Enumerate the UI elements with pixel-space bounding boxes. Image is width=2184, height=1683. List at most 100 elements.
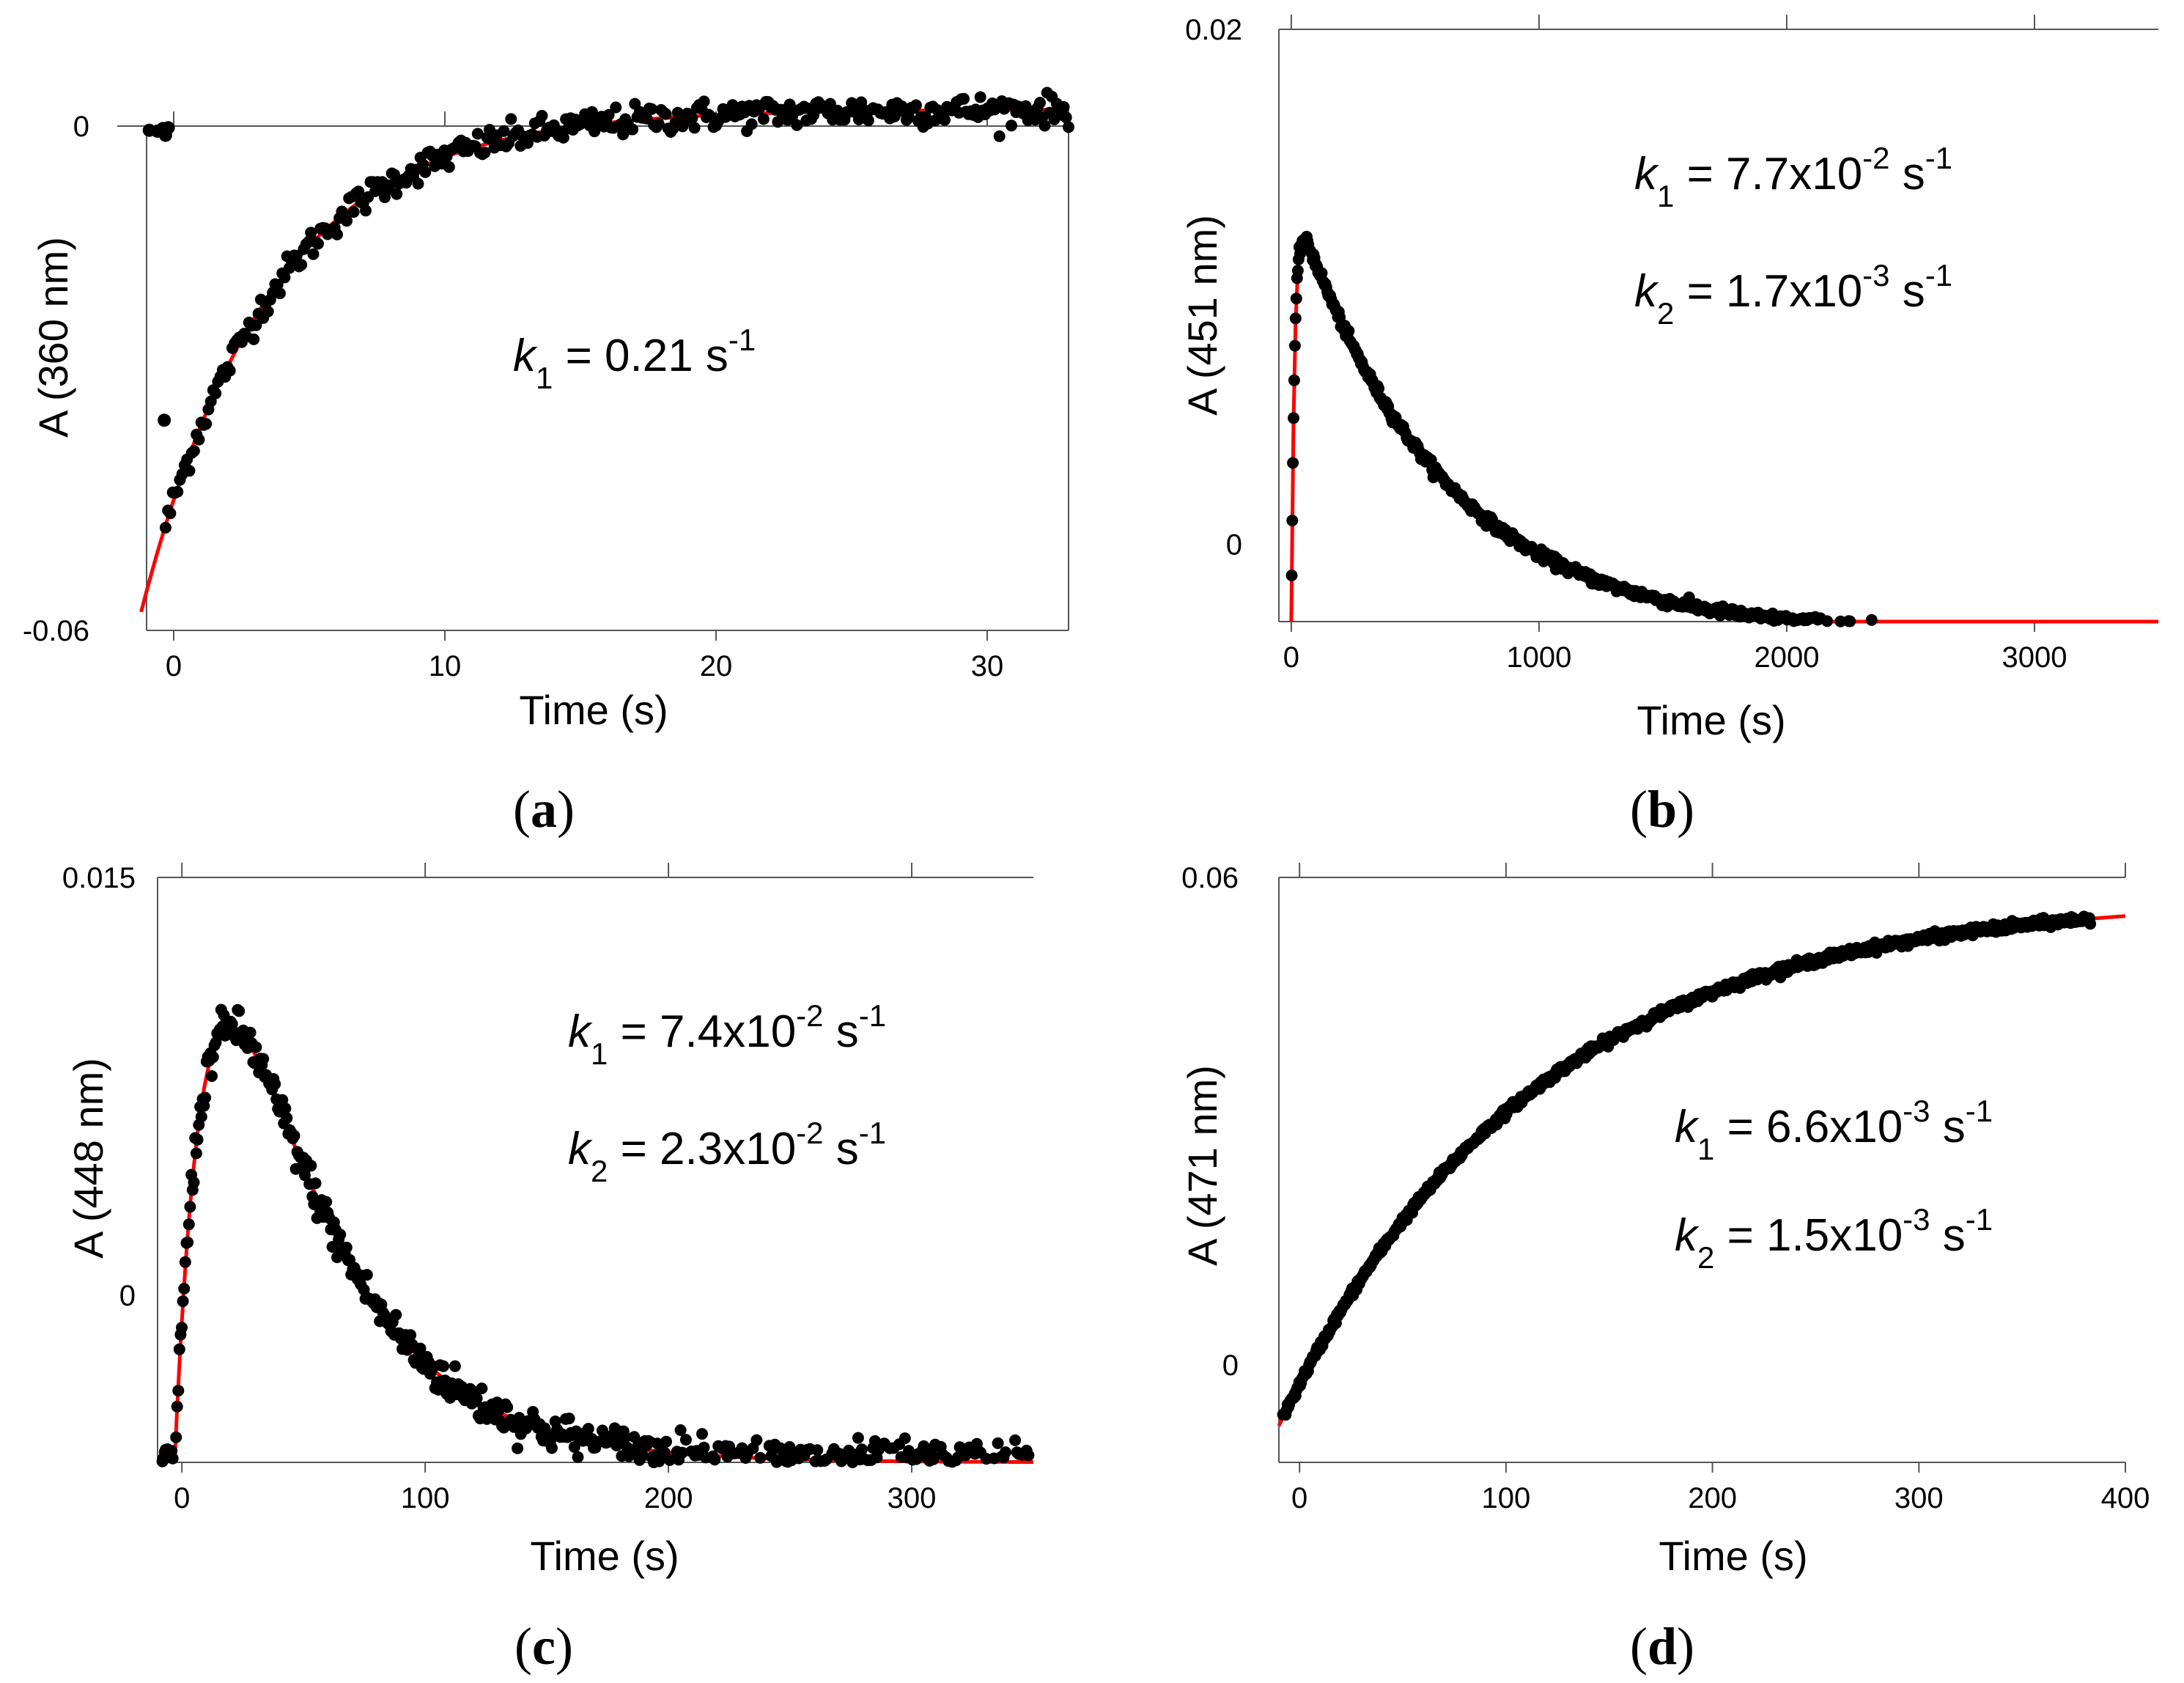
data-point [1294,248,1306,260]
data-point [1821,615,1834,627]
data-point [226,1017,238,1030]
y-tick-label: 0 [73,111,89,143]
data-point [273,287,286,300]
data-point [347,206,360,218]
x-tick-label: 0 [1283,641,1299,674]
data-point [1060,111,1072,124]
data-point [361,1269,373,1281]
y-axis-title: A (471 nm) [1179,1065,1225,1266]
rate-constant-label: k1 = 7.7x10-2 s-1 [1634,141,1952,213]
data-point [546,1442,558,1454]
x-tick-label: 20 [700,650,733,682]
data-points [142,86,1074,534]
panel-label: (c) [514,1617,573,1676]
data-point [164,507,177,520]
data-point [992,1437,1004,1449]
data-point [438,1360,449,1372]
data-point [190,1147,202,1160]
data-point [443,161,455,173]
data-point [563,1413,575,1425]
data-point [1022,1449,1035,1462]
data-point [412,177,424,190]
data-point [193,433,205,446]
data-point [405,1329,417,1341]
data-point [206,1070,218,1082]
data-point [331,228,343,240]
data-points [1277,910,2097,1421]
data-point [572,1451,584,1463]
data-point [170,1431,182,1443]
data-point [358,1284,370,1296]
data-point [250,1041,262,1053]
data-point [257,1053,270,1065]
x-tick-label: 30 [971,650,1004,682]
x-tick-label: 200 [644,1482,693,1514]
data-point [1006,119,1017,132]
data-point [939,114,951,126]
data-point [1058,100,1070,113]
data-point [210,387,222,399]
data-point [686,112,698,125]
data-point [1291,265,1304,277]
data-point [993,130,1006,142]
rate-constant-label: k1 = 6.6x10-3 s-1 [1675,1094,1993,1166]
x-axis-title: Time (s) [1659,1533,1807,1579]
x-tick-label: 0 [1291,1482,1307,1514]
data-point [2084,918,2097,930]
data-points [156,1003,1035,1468]
data-point [224,364,236,377]
data-point [353,185,365,198]
y-axis-title: A (451 nm) [1179,215,1225,416]
data-point [646,103,658,115]
x-tick-label: 100 [401,1482,450,1514]
rate-constant-label: k1 = 0.21 s-1 [513,323,756,395]
data-point [182,1218,195,1231]
data-point [811,1444,824,1456]
data-point [244,1026,257,1039]
y-axis-title: A (360 nm) [30,237,76,438]
data-point [1000,1446,1011,1459]
panel-label: (b) [1630,780,1694,839]
data-point [299,1169,311,1182]
data-point [927,1453,940,1465]
data-point [1038,119,1051,132]
data-point [281,1112,293,1124]
data-point [660,1435,672,1448]
data-point [1288,374,1300,386]
data-point [479,147,491,159]
data-point [652,118,665,130]
data-point [750,1434,763,1446]
x-tick-label: 3000 [2002,641,2067,674]
data-point [341,215,353,227]
data-point [505,113,517,125]
panel-a: 0 10 20 30 0 -0.06 Time (s) A (360 nm) k1 = 0.21… [23,86,1074,839]
data-point [899,1432,911,1445]
data-point [1844,615,1856,627]
data-point [179,1256,191,1268]
data-point [958,92,970,105]
data-point [754,1451,767,1464]
data-point [568,1441,580,1453]
data-point [159,521,171,534]
data-point [745,118,758,130]
data-point [279,1102,292,1115]
data-point [679,1434,692,1446]
data-point [188,445,200,457]
y-tick-label: 0.02 [1185,14,1242,46]
data-point [176,1322,188,1334]
data-points [1285,230,1878,627]
data-point [1865,614,1878,626]
x-tick-label: 200 [1688,1482,1737,1514]
data-point [340,1241,353,1253]
x-tick-label: 300 [888,1482,937,1514]
x-tick-label: 300 [1895,1482,1944,1514]
y-tick-label: 0 [119,1280,136,1312]
data-point [248,333,260,345]
fit-curve [172,1024,1033,1465]
x-axis-title: Time (s) [1637,697,1785,743]
data-point [660,108,672,120]
data-point [188,1176,200,1189]
data-point [1288,339,1301,352]
data-point [910,99,922,111]
data-point [619,1431,632,1443]
